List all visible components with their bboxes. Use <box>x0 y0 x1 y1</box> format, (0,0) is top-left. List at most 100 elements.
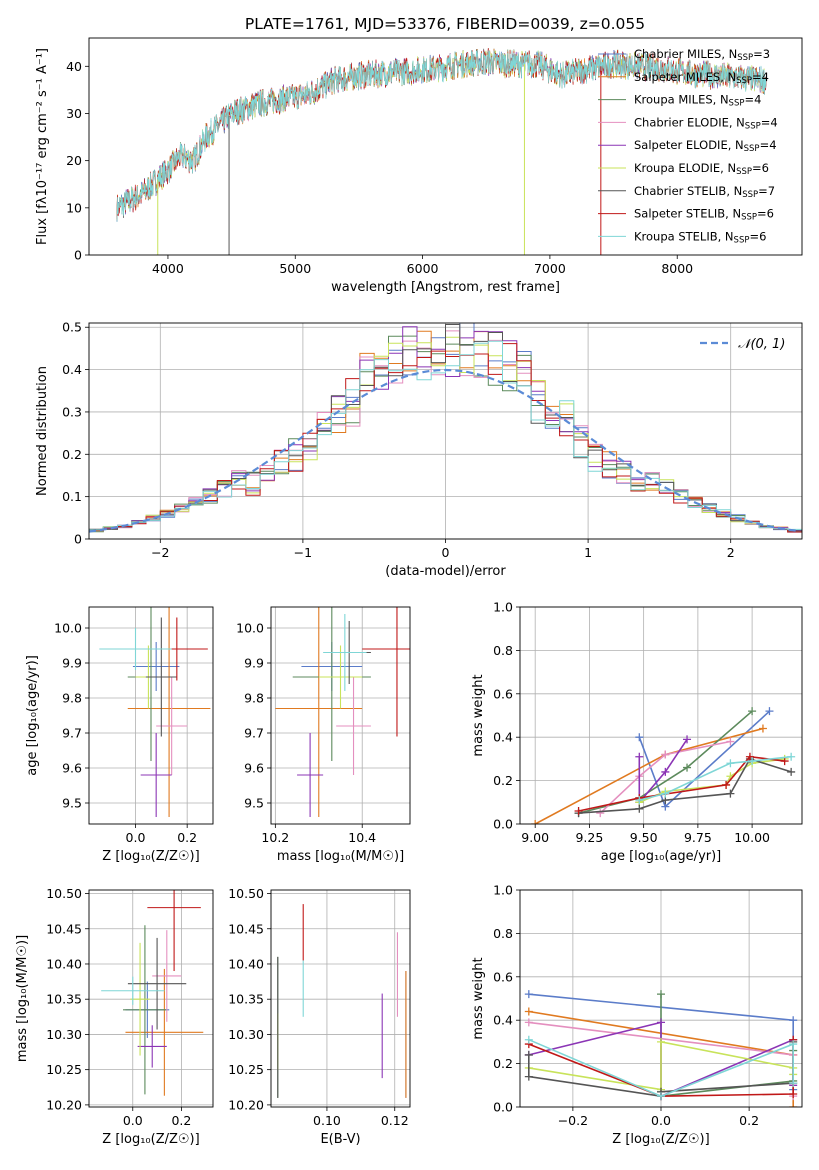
errorbar-2 <box>123 925 167 1095</box>
tick-label-x: 9.75 <box>684 830 712 845</box>
tick-label-x: −0.2 <box>558 1113 588 1128</box>
legend-text: Salpeter MILES, N <box>634 70 736 84</box>
y-axis-label: mass weight <box>471 674 486 756</box>
tick-label-y: 9.6 <box>244 761 264 776</box>
plot-area <box>524 990 798 1107</box>
legend-entry: Salpeter ELODIE, NSSP=4 <box>634 138 777 154</box>
tick-label-y: 0 <box>74 248 82 263</box>
legend-sub: SSP <box>736 76 752 86</box>
panel-weight_vs_z: −0.2 0.0 0.2 0.0 0.2 0.4 0.6 0.8 1.0 Z [log₁₀(Z/Z… <box>471 883 803 1147</box>
legend-tail: =4 <box>744 93 761 107</box>
weight-point <box>635 796 644 805</box>
tick-label-x: 0.0 <box>123 1113 143 1128</box>
tick-label-y: 10.20 <box>46 1097 82 1112</box>
y-axis-label: Flux [fλ10⁻¹⁷ erg cm⁻² s⁻¹ A⁻¹] <box>35 48 50 245</box>
tick-label-y: 10.20 <box>228 1097 264 1112</box>
tick-label-y: 10.50 <box>46 886 82 901</box>
tick-label-y: 0.5 <box>62 320 82 335</box>
legend-tail: =3 <box>753 47 770 61</box>
tick-label-x: 0.2 <box>171 1113 191 1128</box>
tick-label-y: 0.1 <box>62 489 82 504</box>
plot-area <box>531 707 796 824</box>
legend-entry: Chabrier MILES, NSSP=3 <box>634 47 770 63</box>
weight-point <box>524 1007 533 1016</box>
errorbar-0 <box>132 642 180 691</box>
legend-text: Kroupa STELIB, N <box>634 229 734 243</box>
tick-label-y: 10.0 <box>236 621 264 636</box>
ticks: 9.00 9.25 9.50 9.75 10.00 0.0 0.2 0.4 0.6 0.8 1.0 <box>493 600 770 846</box>
errorbar-8 <box>323 614 367 691</box>
weight-point <box>657 990 665 999</box>
weight-point <box>683 735 692 744</box>
ticks: −0.2 0.0 0.2 0.0 0.2 0.4 0.6 0.8 1.0 <box>493 883 759 1129</box>
legend-entry: Chabrier STELIB, NSSP=7 <box>634 184 775 200</box>
tick-label-x: 10.4 <box>348 830 376 845</box>
ticks: 0.0 0.2 9.5 9.6 9.7 9.8 9.9 10.0 <box>54 621 197 846</box>
tick-label-y: 9.9 <box>244 656 264 671</box>
weight-point <box>683 763 692 772</box>
tick-label-y: 40 <box>66 59 82 74</box>
tick-label-y: 0.0 <box>493 817 513 832</box>
ticks: 10.2 10.4 9.5 9.6 9.7 9.8 9.9 10.0 <box>236 621 376 846</box>
weight-point <box>661 789 670 798</box>
legend-sub: SSP <box>745 121 761 131</box>
tick-label-y: 9.6 <box>62 761 82 776</box>
weight-point <box>524 1050 533 1059</box>
errorbar-4 <box>297 733 324 817</box>
legend-sub: SSP <box>734 235 750 245</box>
weight-point <box>726 789 735 798</box>
legend-text: Salpeter ELODIE, N <box>634 138 744 152</box>
tick-label-x: 0.0 <box>651 1113 671 1128</box>
tick-label-y: 10.30 <box>228 1027 264 1042</box>
weight-point <box>748 707 757 716</box>
legend-text: Kroupa ELODIE, N <box>634 161 736 175</box>
weight-point <box>748 757 757 766</box>
legend-text: Chabrier ELODIE, N <box>634 115 745 129</box>
legend-entry: Kroupa ELODIE, NSSP=6 <box>634 161 769 177</box>
legend-text: Kroupa MILES, N <box>634 93 729 107</box>
tick-label-y: 10.50 <box>228 886 264 901</box>
tick-label-y: 0.2 <box>493 773 513 788</box>
x-axis-label: E(B-V) <box>320 1132 360 1147</box>
tick-label-y: 10.45 <box>46 921 82 936</box>
legend-entry: Kroupa STELIB, NSSP=6 <box>634 229 766 245</box>
ticks: 0.0 0.2 10.20 10.25 10.30 10.35 10.40 10.45 10.5… <box>46 886 191 1128</box>
tick-label-y: 10.25 <box>228 1062 264 1077</box>
tick-label-y: 10.0 <box>54 621 82 636</box>
weight-point <box>524 1072 533 1081</box>
weight-point <box>745 752 754 761</box>
gridlines <box>89 890 213 1107</box>
legend-sub: SSP <box>742 190 758 200</box>
weight-point <box>635 752 644 761</box>
figure-title: PLATE=1761, MJD=53376, FIBERID=0039, z=0… <box>245 15 645 33</box>
weight-point <box>789 1103 798 1107</box>
axes-frame <box>519 606 803 825</box>
weight-series-4 <box>638 738 688 805</box>
plot-area <box>101 890 204 1096</box>
legend-sub: SSP <box>729 99 745 109</box>
legend-tail: =6 <box>749 229 766 243</box>
tick-label-y: 10.35 <box>228 992 264 1007</box>
tick-label-x: 9.25 <box>575 830 603 845</box>
tick-label-x: 2 <box>727 545 735 560</box>
errorbar-4 <box>137 1025 167 1068</box>
tick-label-y: 0.2 <box>62 447 82 462</box>
panel-weight_vs_age: 9.00 9.25 9.50 9.75 10.00 0.0 0.2 0.4 0.6 0.8 1.0 a… <box>471 600 803 864</box>
axes-frame <box>88 606 214 825</box>
x-axis-label: mass [log₁₀(M/M☉)] <box>277 849 404 864</box>
weight-series-5 <box>638 758 785 804</box>
ticks: −2 −1 0 1 2 0 0.1 0.2 0.3 0.4 0.5 <box>62 320 735 560</box>
tick-label-y: 0.2 <box>493 1056 513 1071</box>
tick-label-x: 4000 <box>152 261 184 276</box>
tick-label-y: 10.45 <box>228 921 264 936</box>
tick-label-y: 0.4 <box>493 730 513 745</box>
tick-label-y: 0.6 <box>493 969 513 984</box>
legend-entry: Chabrier ELODIE, NSSP=4 <box>634 115 778 131</box>
x-axis-label: (data-model)/error <box>385 564 506 579</box>
tick-label-y: 20 <box>66 153 82 168</box>
weight-point <box>524 1035 533 1044</box>
weight-point <box>758 724 767 733</box>
weight-point <box>657 1037 665 1046</box>
panel-spectrum: 4000 5000 6000 7000 8000 0 10 20 30 40 wavelength … <box>35 37 803 295</box>
